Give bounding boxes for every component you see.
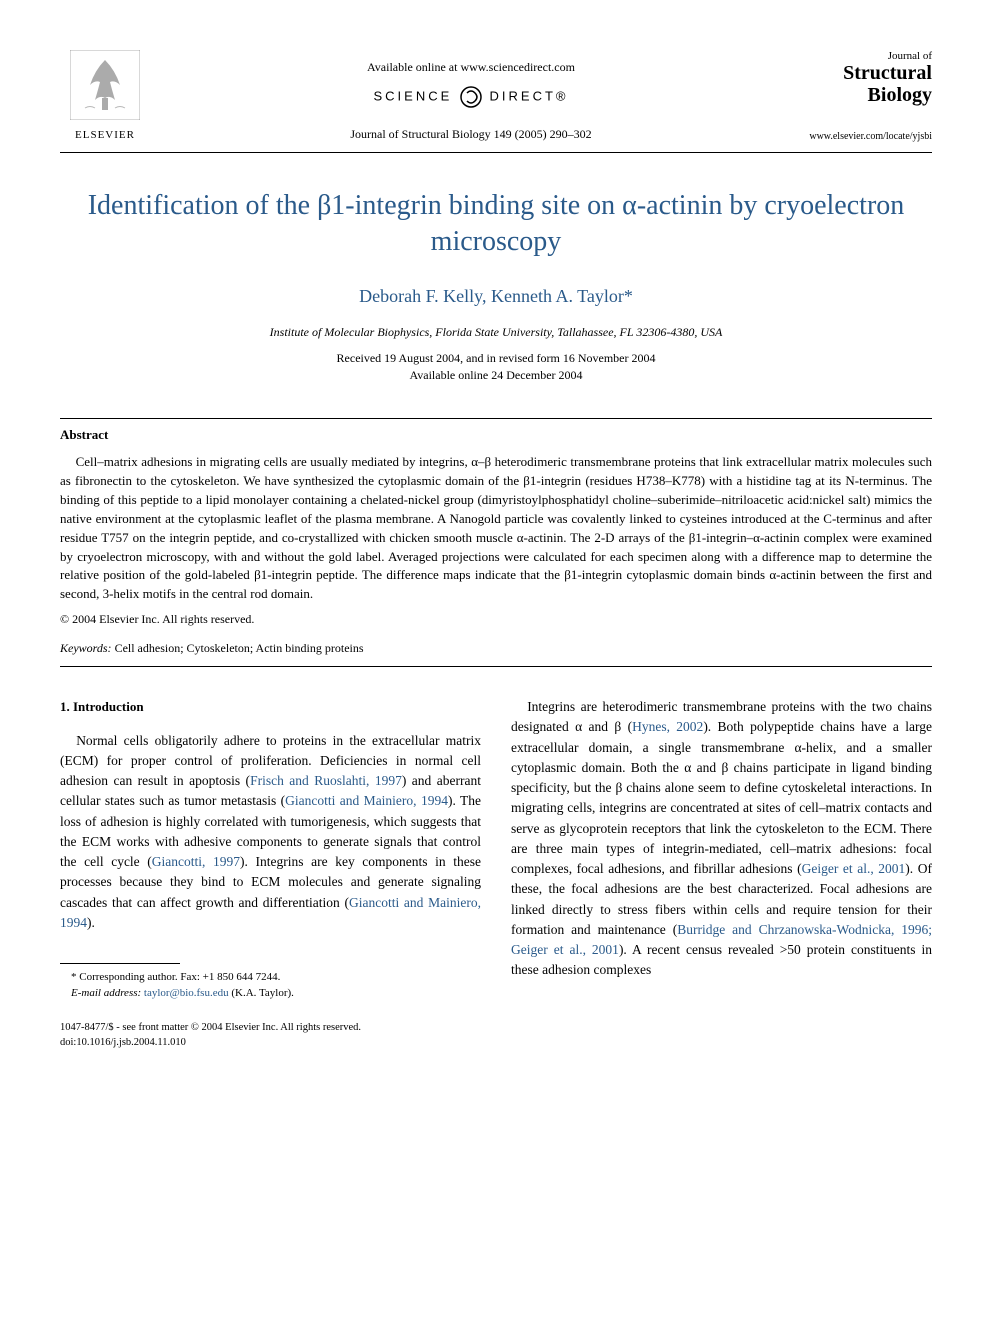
ref-giancotti-1994a[interactable]: Giancotti and Mainiero, 1994 (285, 793, 448, 808)
footnote-rule (60, 963, 180, 964)
intro-para-2: Integrins are heterodimeric transmembran… (511, 697, 932, 981)
abstract-heading: Abstract (60, 427, 932, 443)
available-date: Available online 24 December 2004 (60, 367, 932, 384)
email-label: E-mail address: (71, 987, 141, 999)
abstract-copyright: © 2004 Elsevier Inc. All rights reserved… (60, 612, 932, 627)
journal-url: www.elsevier.com/locate/yjsbi (792, 131, 932, 142)
available-online-text: Available online at www.sciencedirect.co… (150, 60, 792, 75)
footnote-corr: * Corresponding author. Fax: +1 850 644 … (60, 970, 481, 985)
intro-heading: 1. Introduction (60, 697, 481, 717)
journal-small-text: Journal of (792, 50, 932, 62)
page-header: ELSEVIER Available online at www.science… (60, 50, 932, 142)
p1-e: ). (87, 915, 95, 930)
dates: Received 19 August 2004, and in revised … (60, 350, 932, 384)
elsevier-label: ELSEVIER (60, 129, 150, 141)
body-columns: 1. Introduction Normal cells obligatoril… (60, 697, 932, 1050)
elsevier-tree-icon (70, 50, 140, 120)
abstract-text: Cell–matrix adhesions in migrating cells… (60, 453, 932, 604)
intro-para-1: Normal cells obligatorily adhere to prot… (60, 731, 481, 934)
ref-frisch[interactable]: Frisch and Ruoslahti, 1997 (250, 773, 402, 788)
citation-text: Journal of Structural Biology 149 (2005)… (150, 127, 792, 142)
header-center: Available online at www.sciencedirect.co… (150, 50, 792, 142)
sd-swirl-icon (459, 85, 483, 109)
footnote-email: E-mail address: taylor@bio.fsu.edu (K.A.… (60, 986, 481, 1001)
authors: Deborah F. Kelly, Kenneth A. Taylor* (60, 286, 932, 307)
ref-hynes[interactable]: Hynes, 2002 (632, 719, 703, 734)
sd-text-1: SCIENCE (373, 88, 452, 103)
email-name: (K.A. Taylor). (229, 987, 294, 999)
ref-geiger-2001a[interactable]: Geiger et al., 2001 (802, 861, 906, 876)
abstract-bottom-rule (60, 666, 932, 667)
footer-info: 1047-8477/$ - see front matter © 2004 El… (60, 1021, 481, 1050)
footer-line1: 1047-8477/$ - see front matter © 2004 El… (60, 1021, 481, 1036)
science-direct-logo: SCIENCE DIRECT® (150, 85, 792, 109)
article-title: Identification of the β1-integrin bindin… (60, 188, 932, 261)
journal-name-2: Biology (792, 84, 932, 106)
keywords-text: Cell adhesion; Cytoskeleton; Actin bindi… (112, 641, 364, 655)
affiliation: Institute of Molecular Biophysics, Flori… (60, 325, 932, 340)
email-address[interactable]: taylor@bio.fsu.edu (144, 987, 229, 999)
elsevier-logo: ELSEVIER (60, 50, 150, 141)
left-column: 1. Introduction Normal cells obligatoril… (60, 697, 481, 1050)
sd-text-2: DIRECT® (490, 88, 569, 103)
header-rule (60, 152, 932, 153)
keywords: Keywords: Cell adhesion; Cytoskeleton; A… (60, 641, 932, 656)
footer-line2: doi:10.1016/j.jsb.2004.11.010 (60, 1036, 481, 1051)
ref-giancotti-1997[interactable]: Giancotti, 1997 (152, 854, 240, 869)
p2-b: ). Both polypeptide chains have a large … (511, 719, 932, 876)
received-date: Received 19 August 2004, and in revised … (60, 350, 932, 367)
right-column: Integrins are heterodimeric transmembran… (511, 697, 932, 1050)
journal-logo: Journal of Structural Biology www.elsevi… (792, 50, 932, 142)
journal-name-1: Structural (792, 62, 932, 84)
keywords-label: Keywords: (60, 641, 112, 655)
abstract-top-rule (60, 418, 932, 419)
